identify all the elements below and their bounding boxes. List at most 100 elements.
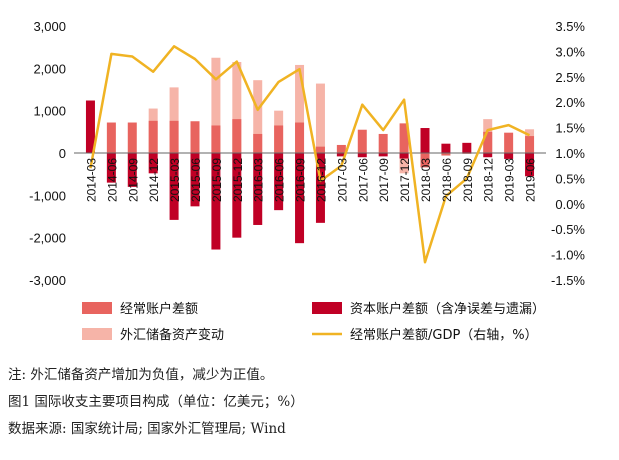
legend-current-account-label: 经常账户差额 <box>120 301 198 317</box>
bar-capital-account <box>274 153 284 211</box>
bar-current-account <box>315 146 325 153</box>
left-tick-label: 1,000 <box>33 104 66 119</box>
left-axis-ticks: 3,000 2,000 1,000 0 -1,000 -2,000 -3,000 <box>29 19 66 288</box>
bar-current-account <box>357 129 367 153</box>
bar-reserve-change <box>169 87 179 153</box>
x-tick-label: 2014-12 <box>147 158 161 202</box>
data-source: 数据来源: 国家统计局; 国家外汇管理局; Wind <box>8 421 286 437</box>
bar-current-account <box>336 144 346 153</box>
bar-current-account <box>127 122 137 153</box>
bar-reserve-change <box>232 61 242 153</box>
balance-of-payments-chart: 3,000 2,000 1,000 0 -1,000 -2,000 -3,000 3.5% 3… <box>29 19 585 343</box>
bar-capital-account <box>336 153 346 157</box>
bar-reserve-change <box>315 83 325 153</box>
bar-current-account <box>106 122 116 153</box>
bar-capital-account <box>504 153 514 159</box>
left-tick-label: -3,000 <box>29 273 66 288</box>
right-tick-label: -0.5% <box>551 222 585 237</box>
bar-capital-account <box>232 153 242 238</box>
bar-capital-account <box>169 153 179 220</box>
x-tick-label: 2016-06 <box>273 158 287 202</box>
x-tick-label: 2017-09 <box>377 158 391 202</box>
figure-caption: 图1 国际收支主要项目构成（单位：亿美元；%） <box>8 394 304 410</box>
gdp-ratio-line <box>89 45 531 264</box>
legend-reserve-change-swatch <box>82 328 112 340</box>
bar-capital-account <box>127 153 137 187</box>
x-tick-label: 2014-03 <box>84 158 98 202</box>
bar-current-account <box>420 153 430 168</box>
bar-reserve-change <box>399 153 409 174</box>
bar-current-account <box>525 136 535 153</box>
x-tick-label: 2019-03 <box>503 158 517 202</box>
x-tick-label: 2015-06 <box>189 158 203 202</box>
right-tick-label: 2.0% <box>555 95 585 110</box>
left-tick-label: 0 <box>59 146 66 161</box>
bar-reserve-change <box>295 64 305 153</box>
bar-capital-account <box>399 153 409 159</box>
bar-capital-account <box>357 153 367 158</box>
x-tick-label: 2018-06 <box>440 158 454 202</box>
bar-capital-account <box>190 153 200 207</box>
bar-reserve-change <box>253 80 263 153</box>
right-tick-label: 1.5% <box>555 121 585 136</box>
chart-note: 注: 外汇储备资产增加为负值，减少为正值。 <box>8 367 274 383</box>
bar-capital-account <box>295 153 305 244</box>
x-tick-label: 2017-03 <box>335 158 349 202</box>
left-tick-label: 2,000 <box>33 61 66 76</box>
bar-capital-account <box>483 153 493 158</box>
x-tick-label: 2016-12 <box>314 158 328 202</box>
legend-gdp-ratio-label: 经常账户差额/GDP（右轴，%） <box>350 327 538 343</box>
x-tick-label: 2018-09 <box>461 158 475 202</box>
bar-capital-account <box>85 100 95 153</box>
right-axis-ticks: 3.5% 3.0% 2.5% 2.0% 1.5% 1.0% 0.5% 0.0% -0.5% -1.… <box>551 19 585 288</box>
x-tick-label: 2014-06 <box>105 158 119 202</box>
x-tick-label: 2015-12 <box>231 158 245 202</box>
bar-capital-account <box>211 153 221 250</box>
right-tick-label: -1.0% <box>551 248 585 263</box>
x-tick-label: 2017-06 <box>356 158 370 202</box>
bar-current-account <box>399 123 409 153</box>
left-tick-label: 3,000 <box>33 19 66 34</box>
bar-capital-account <box>315 153 325 223</box>
bar-reserve-change <box>211 57 221 153</box>
bar-current-account <box>441 153 451 156</box>
x-tick-label: 2019-06 <box>524 158 538 202</box>
left-tick-label: -1,000 <box>29 188 66 203</box>
right-tick-label: -1.5% <box>551 273 585 288</box>
right-tick-label: 1.0% <box>555 146 585 161</box>
bar-capital-account <box>441 143 451 153</box>
bar-capital-account <box>525 153 535 177</box>
x-tick-label: 2018-12 <box>482 158 496 202</box>
x-tick-label: 2018-03 <box>419 158 433 202</box>
right-tick-label: 3.0% <box>555 44 585 59</box>
x-axis-ticks: 2014-03 2014-06 2014-09 2014-12 2015-03 2015-… <box>84 158 537 202</box>
bar-current-account <box>211 125 221 153</box>
right-tick-label: 3.5% <box>555 19 585 34</box>
bar-capital-account <box>253 153 263 225</box>
bar-capital-account <box>106 153 116 183</box>
notes-block: 注: 外汇储备资产增加为负值，减少为正值。 图1 国际收支主要项目构成（单位：亿… <box>8 362 608 443</box>
legend-reserve-change-label: 外汇储备资产变动 <box>120 327 224 343</box>
x-tick-label: 2015-09 <box>210 158 224 202</box>
x-tick-label: 2016-09 <box>294 158 308 202</box>
bar-current-account <box>295 122 305 153</box>
right-tick-label: 2.5% <box>555 70 585 85</box>
bar-current-account <box>378 133 388 153</box>
bar-capital-account <box>148 153 158 174</box>
right-tick-label: 0.0% <box>555 197 585 212</box>
bar-capital-account <box>462 142 472 153</box>
bar-capital-account <box>420 128 430 153</box>
bar-current-account <box>232 119 242 153</box>
bar-current-account <box>169 120 179 153</box>
bar-current-account <box>274 125 284 153</box>
legend: 经常账户差额 资本账户差额（含净误差与遗漏） 外汇储备资产变动 经常账户差额/GDP（… <box>82 301 545 343</box>
x-tick-label: 2015-03 <box>168 158 182 202</box>
x-tick-label: 2014-09 <box>126 158 140 202</box>
bar-series <box>85 57 535 250</box>
bar-capital-account <box>378 153 388 157</box>
bar-current-account <box>504 132 514 153</box>
x-tick-label: 2017-12 <box>398 158 412 202</box>
left-tick-label: -2,000 <box>29 231 66 246</box>
legend-capital-account-label: 资本账户差额（含净误差与遗漏） <box>350 301 545 317</box>
bar-current-account <box>190 121 200 153</box>
